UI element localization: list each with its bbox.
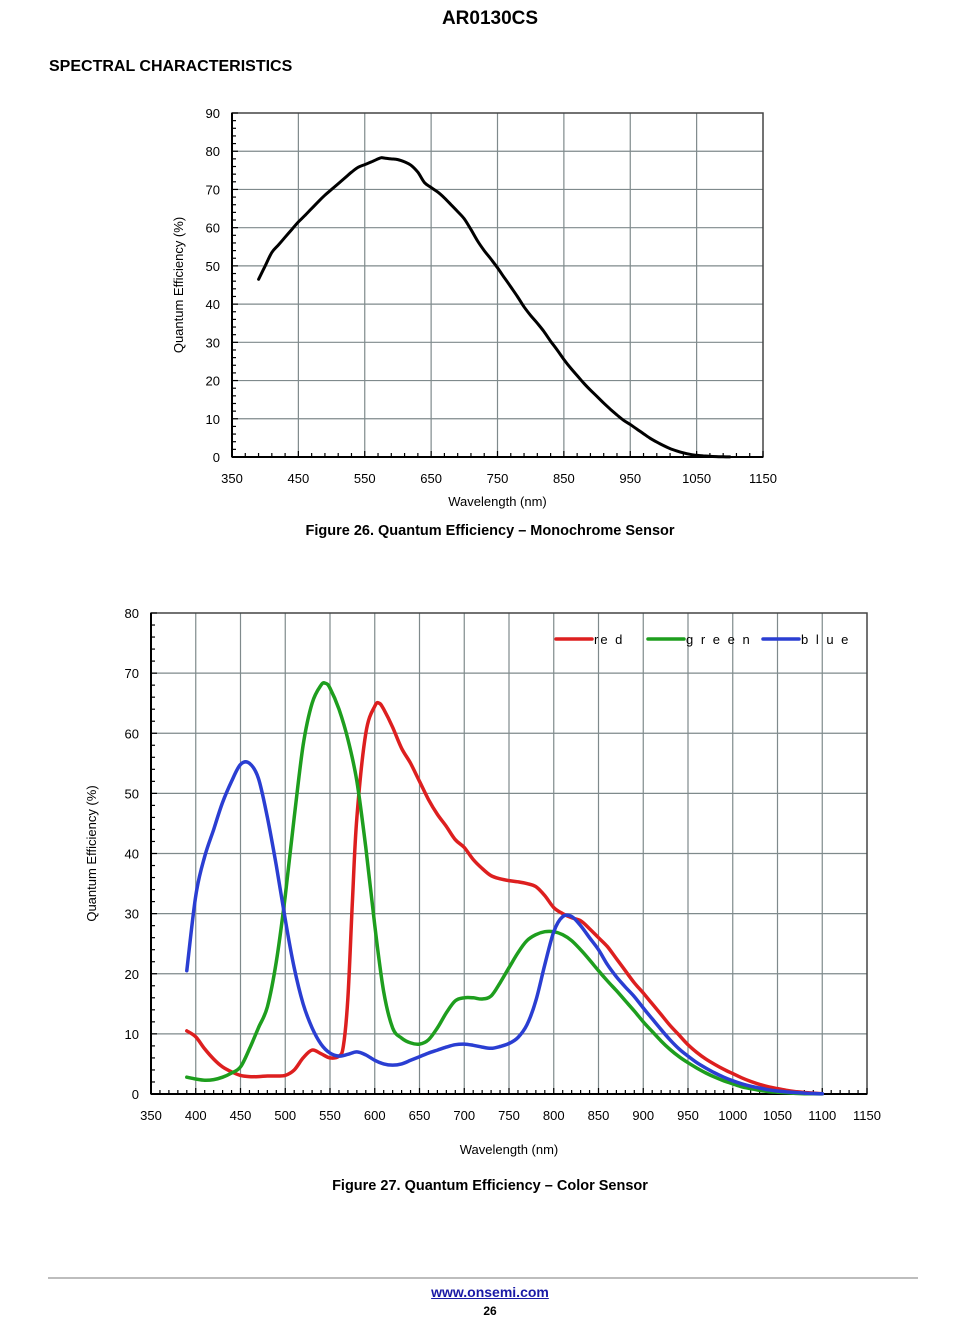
- series-line-mono: [257, 156, 732, 459]
- onsemi-website-link[interactable]: www.onsemi.com: [431, 1284, 549, 1300]
- x-tick-label: 1150: [853, 1108, 881, 1123]
- y-tick-label: 20: [125, 967, 139, 982]
- x-tick-label: 1100: [808, 1108, 836, 1123]
- x-tick-label: 350: [140, 1108, 162, 1123]
- x-tick-label: 450: [230, 1108, 252, 1123]
- x-tick-label: 850: [553, 471, 575, 486]
- y-tick-label: 10: [125, 1027, 139, 1042]
- y-axis-label: Quantum Efficiency (%): [171, 217, 186, 353]
- series-line-red: [185, 700, 825, 1096]
- x-tick-label: 800: [543, 1108, 565, 1123]
- mono-qe-chart: 350 450 550 650 750 850 950 1050 1150 0 10 20 30 40 50…: [171, 106, 777, 509]
- footer-divider: [48, 1277, 918, 1279]
- y-tick-label: 40: [206, 297, 220, 312]
- x-axis-label: Wavelength (nm): [448, 494, 547, 509]
- y-tick-label: 60: [206, 221, 220, 236]
- y-tick-label: 70: [125, 666, 139, 681]
- x-tick-label: 450: [288, 471, 310, 486]
- x-tick-label: 500: [274, 1108, 296, 1123]
- chart-legend: re d g r e e n b l u e: [554, 632, 850, 647]
- x-tick-label: 650: [420, 471, 442, 486]
- page-number: 26: [483, 1304, 497, 1318]
- legend-label-green: g r e e n: [686, 632, 752, 647]
- y-tick-label: 30: [206, 335, 220, 350]
- y-tick-label: 80: [206, 144, 220, 159]
- x-tick-label: 600: [364, 1108, 386, 1123]
- y-tick-label: 50: [125, 786, 139, 801]
- legend-label-red: re d: [594, 632, 624, 647]
- document-title: AR0130CS: [441, 8, 539, 29]
- y-tick-label: 60: [125, 726, 139, 741]
- x-tick-label: 850: [588, 1108, 610, 1123]
- x-tick-label: 700: [453, 1108, 475, 1123]
- y-tick-label: 80: [125, 606, 139, 621]
- y-tick-label: 90: [206, 106, 220, 121]
- x-tick-label: 950: [677, 1108, 699, 1123]
- series-line-blue: [185, 760, 825, 1096]
- series-line-green: [185, 681, 825, 1096]
- y-tick-label: 10: [206, 412, 220, 427]
- x-tick-label: 1150: [749, 471, 777, 486]
- legend-label-blue: b l u e: [801, 632, 850, 647]
- section-title: SPECTRAL CHARACTERISTICS: [49, 58, 293, 75]
- x-tick-label: 550: [319, 1108, 341, 1123]
- x-tick-label: 900: [632, 1108, 654, 1123]
- figure-27-caption: Figure 27. Quantum Efficiency – Color Se…: [332, 1178, 648, 1194]
- y-tick-label: 70: [206, 182, 220, 197]
- y-axis-label: Quantum Efficiency (%): [84, 785, 99, 921]
- x-tick-label: 1000: [718, 1108, 747, 1123]
- y-tick-label: 50: [206, 259, 220, 274]
- y-tick-label: 30: [125, 907, 139, 922]
- x-tick-label: 550: [354, 471, 376, 486]
- color-qe-chart: 350 400 450 500 550 600 650 700 750 800 850 900 950 1…: [84, 606, 881, 1157]
- y-tick-label: 0: [213, 450, 220, 465]
- y-tick-label: 40: [125, 847, 139, 862]
- x-tick-label: 750: [487, 471, 509, 486]
- x-tick-label: 350: [221, 471, 243, 486]
- x-tick-label: 650: [409, 1108, 431, 1123]
- x-tick-label: 1050: [682, 471, 711, 486]
- y-tick-label: 0: [132, 1087, 139, 1102]
- x-axis-label: Wavelength (nm): [460, 1142, 559, 1157]
- x-tick-label: 1050: [763, 1108, 792, 1123]
- x-tick-label: 950: [619, 471, 641, 486]
- figure-26-caption: Figure 26. Quantum Efficiency – Monochro…: [305, 523, 675, 539]
- x-tick-label: 750: [498, 1108, 520, 1123]
- x-tick-label: 400: [185, 1108, 207, 1123]
- y-tick-label: 20: [206, 374, 220, 389]
